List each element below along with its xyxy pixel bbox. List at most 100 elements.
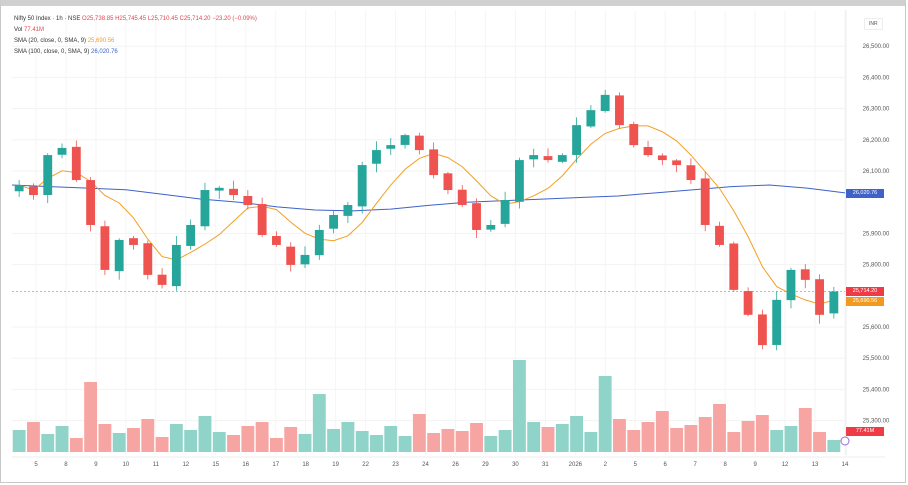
volume-bar <box>584 432 598 452</box>
candle-body <box>186 224 196 246</box>
currency-unit-button[interactable]: INR <box>864 18 883 30</box>
volume-bar <box>741 421 755 452</box>
candle-body <box>86 180 96 225</box>
candle-body <box>357 165 367 207</box>
sma100-price-tag: 26,020.76 <box>846 189 884 198</box>
time-tick-label: 9 <box>94 462 98 468</box>
candle-body <box>757 314 767 346</box>
volume-bar <box>541 427 555 452</box>
last-price-tag: 25,714.20 <box>846 287 884 296</box>
candle-body <box>772 299 782 345</box>
candle-body <box>400 135 410 145</box>
candle-body <box>343 205 353 216</box>
sma20-value: 25,690.56 <box>87 38 115 44</box>
price-tick-label: 25,600.00 <box>863 325 890 331</box>
symbol-label[interactable]: Nifty 50 Index · 1h · NSE <box>14 16 81 22</box>
volume-bar <box>227 435 240 452</box>
price-tick-label: 26,400.00 <box>863 75 890 81</box>
legend-volume-row[interactable]: Vol 77.41M <box>14 25 257 36</box>
candle-body <box>200 190 210 227</box>
sma100-value: 26,020.76 <box>91 49 118 55</box>
volume-bar <box>12 430 26 452</box>
candle-body <box>57 147 67 155</box>
volume-bar <box>141 419 155 452</box>
candle-body <box>143 243 153 275</box>
volume-bar <box>27 422 40 452</box>
candle-body <box>743 291 753 315</box>
open-value: O25,738.85 <box>82 16 114 22</box>
time-tick-label: 26 <box>452 462 459 468</box>
volume-bar <box>370 435 383 452</box>
volume-bar <box>212 432 226 452</box>
time-tick-label: 17 <box>272 462 279 468</box>
time-tick-label: 22 <box>362 462 369 468</box>
time-tick-label: 23 <box>392 462 399 468</box>
volume-bar <box>698 417 712 452</box>
candle-body <box>500 200 510 224</box>
time-tick-label: 12 <box>782 462 789 468</box>
candle-body <box>615 95 624 126</box>
volume-bar <box>784 426 798 452</box>
time-tick-label: 19 <box>332 462 339 468</box>
time-tick-label: 11 <box>153 462 160 468</box>
candle-body <box>229 188 238 196</box>
volume-bar <box>184 430 198 452</box>
volume-bar <box>169 424 183 452</box>
volume-bar <box>813 432 826 452</box>
volume-bar <box>798 408 812 452</box>
price-tick-label: 25,800.00 <box>863 263 890 269</box>
candle-body <box>457 189 467 206</box>
low-value: L25,710.45 <box>147 16 178 22</box>
candle-body <box>114 239 124 272</box>
volume-label: Vol <box>14 27 23 33</box>
candle-body <box>271 235 281 245</box>
volume-value: 77.41M <box>24 27 45 33</box>
time-tick-label: 5 <box>34 462 38 468</box>
time-tick-label: 9 <box>753 462 757 468</box>
candle-body <box>600 94 610 111</box>
chart-legend: Nifty 50 Index · 1h · NSE O25,738.85 H25… <box>14 14 257 58</box>
volume-bar <box>412 414 426 452</box>
price-tick-label: 26,100.00 <box>863 169 890 175</box>
volume-bar <box>241 426 255 452</box>
time-tick-label: 5 <box>634 462 638 468</box>
candle-body <box>29 186 38 196</box>
event-marker-icon <box>840 436 850 446</box>
legend-ohlc-row[interactable]: Nifty 50 Index · 1h · NSE O25,738.85 H25… <box>14 14 257 25</box>
time-tick-label: 2026 <box>569 462 583 468</box>
time-tick-label: 14 <box>842 462 849 468</box>
volume-bar <box>727 432 741 452</box>
volume-bar <box>670 428 684 452</box>
candle-body <box>815 279 824 315</box>
volume-bar <box>441 429 455 452</box>
time-tick-label: 8 <box>723 462 727 468</box>
volume-bar <box>384 426 398 452</box>
volume-bar <box>55 426 69 452</box>
legend-sma20-row[interactable]: SMA (20, close, 0, SMA, 9) 25,690.56 <box>14 36 257 47</box>
candle-body <box>657 155 667 161</box>
time-tick-label: 12 <box>182 462 189 468</box>
price-tick-label: 25,900.00 <box>863 231 890 237</box>
time-tick-label: 8 <box>64 462 68 468</box>
candle-body <box>286 246 296 265</box>
volume-bar <box>498 430 512 452</box>
candle-body <box>100 226 110 270</box>
volume-bar <box>555 424 569 452</box>
close-value: C25,714.20 <box>179 16 211 22</box>
volume-bar <box>284 427 298 452</box>
sma20-price-tag: 25,690.56 <box>846 297 884 306</box>
candle-body <box>486 224 496 230</box>
candle-body <box>414 135 424 151</box>
volume-tag: 77.41M <box>846 427 884 436</box>
candle-body <box>171 244 181 287</box>
price-tick-label: 25,400.00 <box>863 387 890 393</box>
volume-bar <box>527 422 541 452</box>
volume-bar <box>84 382 98 452</box>
price-tick-label: 26,200.00 <box>863 138 890 144</box>
candle-body <box>129 238 138 245</box>
volume-bar <box>155 437 169 452</box>
legend-sma100-row[interactable]: SMA (100, close, 0, SMA, 9) 26,020.76 <box>14 47 257 58</box>
candle-body <box>572 125 582 155</box>
